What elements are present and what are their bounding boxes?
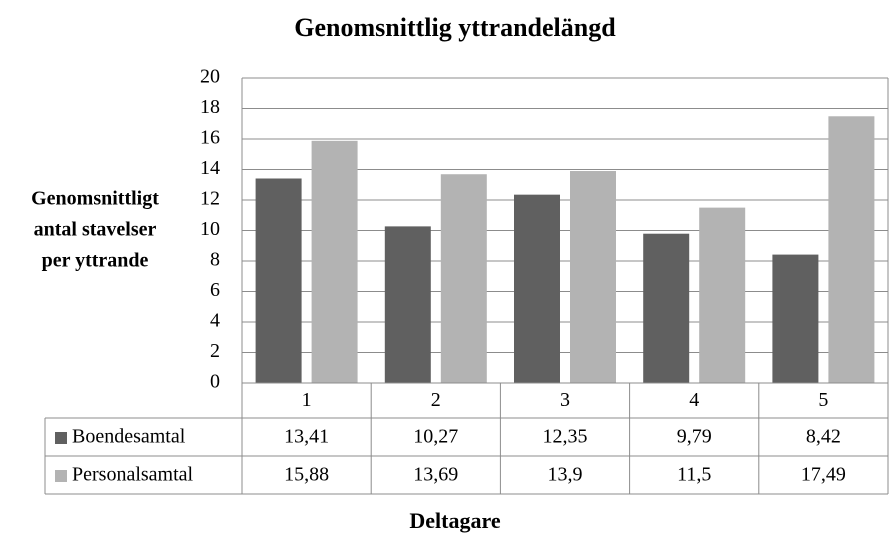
y-tick-label: 10: [200, 218, 220, 240]
chart-title: Genomsnittlig yttrandelängd: [294, 13, 616, 42]
x-tick-label: 2: [431, 389, 441, 411]
legend-label: Personalsamtal: [72, 464, 194, 486]
y-axis-title: per yttrande: [42, 250, 149, 272]
table-value: 8,42: [806, 426, 841, 448]
y-tick-label: 12: [200, 188, 220, 210]
bar: [828, 116, 875, 383]
table-value: 15,88: [284, 464, 329, 486]
x-tick-label: 3: [560, 389, 570, 411]
bar: [255, 178, 302, 383]
x-tick-label: 4: [689, 389, 699, 411]
table-value: 13,41: [284, 426, 329, 448]
y-tick-label: 6: [210, 279, 220, 301]
bar: [514, 194, 560, 383]
y-tick-label: 16: [200, 127, 220, 149]
y-tick-label: 0: [210, 371, 220, 393]
bar: [570, 171, 616, 383]
table-value: 10,27: [413, 426, 458, 448]
bar: [772, 254, 819, 383]
y-axis-title: Genomsnittligt: [31, 188, 159, 210]
bar: [643, 233, 690, 383]
legend-label: Boendesamtal: [72, 426, 186, 448]
bar: [384, 226, 431, 383]
table-value: 12,35: [543, 426, 588, 448]
x-axis-title: Deltagare: [409, 508, 500, 533]
table-value: 13,9: [548, 464, 583, 486]
table-value: 17,49: [801, 464, 846, 486]
legend-swatch: [55, 432, 67, 444]
x-tick-label: 1: [302, 389, 312, 411]
bar: [311, 140, 358, 383]
bar: [440, 174, 487, 383]
y-tick-label: 2: [210, 340, 220, 362]
y-tick-label: 20: [200, 66, 220, 88]
table-value: 13,69: [413, 464, 458, 486]
y-axis-title: antal stavelser: [34, 219, 157, 241]
y-tick-label: 4: [210, 310, 220, 332]
y-tick-label: 18: [200, 96, 220, 118]
table-value: 11,5: [677, 464, 711, 486]
legend-swatch: [55, 470, 67, 482]
x-tick-label: 5: [818, 389, 828, 411]
y-tick-label: 8: [210, 249, 220, 271]
y-tick-label: 14: [200, 157, 220, 179]
bar: [699, 207, 746, 383]
table-value: 9,79: [677, 426, 712, 448]
